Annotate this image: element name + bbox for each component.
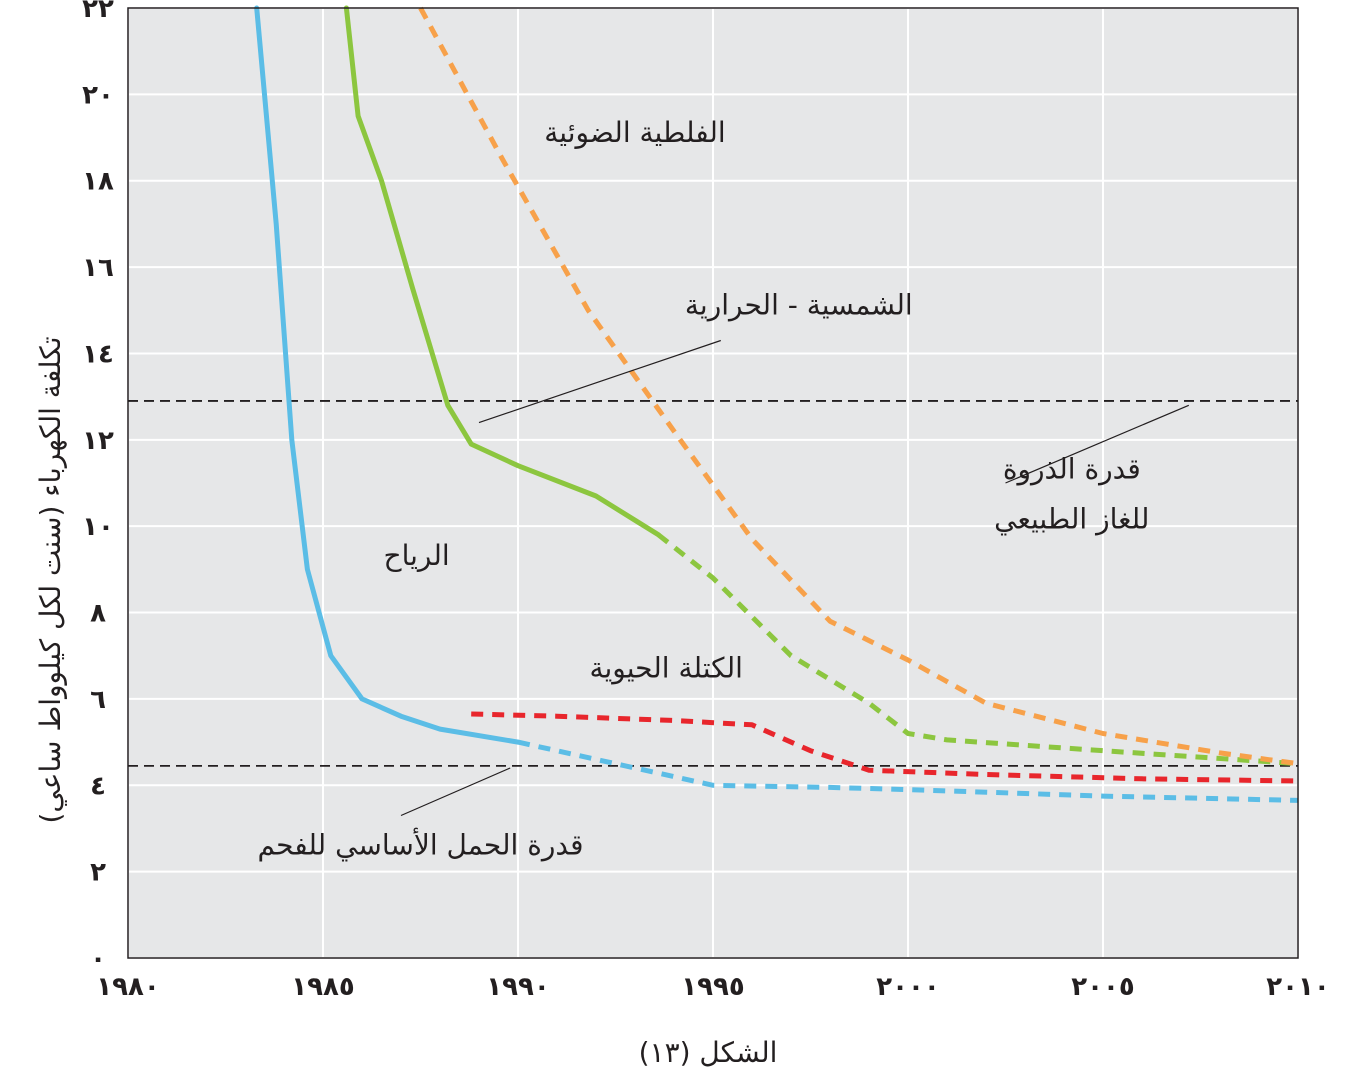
annotation-4: قدرة الذروة — [1003, 453, 1141, 486]
x-tick-label: ١٩٩٥ — [681, 972, 744, 1002]
y-tick-label: ٠ — [90, 944, 106, 974]
y-tick-label: ١٤ — [82, 339, 114, 369]
y-tick-label: ١٢ — [82, 426, 114, 456]
y-tick-label: ٤ — [90, 771, 106, 801]
reference-lines — [128, 400, 1298, 767]
y-tick-label: ٦ — [90, 685, 106, 715]
series-1-projection — [471, 711, 1299, 784]
annotation-0: الفلطية الضوئية — [544, 116, 725, 149]
x-tick-label: ٢٠٠٥ — [1071, 972, 1134, 1002]
annotation-6: قدرة الحمل الأساسي للفحم — [258, 826, 584, 861]
y-tick-label: ٢ — [90, 858, 106, 888]
y-tick-label: ٢٢ — [82, 0, 114, 24]
y-tick-label: ١٨ — [82, 167, 114, 197]
series-2-line — [343, 5, 661, 538]
figure-caption: الشكل (١٣) — [639, 1036, 778, 1069]
y-axis-label: تكلفة الكهرباء (سنت لكل كيلوواط ساعي) — [34, 336, 67, 823]
annotation-5: للغاز الطبيعي — [994, 502, 1149, 535]
y-tick-label: ١٦ — [82, 253, 114, 283]
annotation-1: الشمسية - الحرارية — [685, 289, 913, 322]
x-tick-label: ٢٠٠٠ — [876, 972, 939, 1002]
y-tick-label: ٢٠ — [82, 80, 114, 110]
annotation-2: الرياح — [384, 539, 450, 572]
plot-frame — [127, 7, 1299, 959]
leader-line-1 — [1005, 404, 1190, 484]
leader-line-0 — [478, 339, 721, 424]
x-tick-label: ١٩٨٠ — [96, 972, 159, 1002]
x-tick-label: ١٩٨٥ — [291, 972, 354, 1002]
annotation-3: الكتلة الحيوية — [589, 651, 743, 684]
x-tick-label: ٢٠١٠ — [1266, 972, 1329, 1002]
series-2-projection — [656, 532, 1299, 767]
series-0-line — [254, 5, 521, 745]
x-axis-ticks: ١٩٨٠ ١٩٨٥ ١٩٩٠ ١٩٩٥ ٢٠٠٠ ٢٠٠٥ ٢٠١٠ — [96, 972, 1329, 1002]
series-3-projection — [418, 6, 1299, 767]
series-lines — [254, 5, 1299, 803]
y-tick-label: ٨ — [90, 599, 106, 629]
y-axis-ticks: ٠ ٢ ٤ ٦ ٨ ١٠ ١٢ ١٤ ١٦ ١٨ ٢٠ ٢٢ — [82, 0, 114, 974]
leader-line-2 — [400, 767, 511, 817]
annotations: الفلطية الضوئية الشمسية - الحرارية الرياح ا… — [258, 116, 1150, 862]
series-0-projection — [517, 739, 1299, 803]
y-tick-label: ١٠ — [82, 512, 114, 542]
leader-lines — [400, 339, 1190, 817]
x-tick-label: ١٩٩٠ — [486, 972, 549, 1002]
